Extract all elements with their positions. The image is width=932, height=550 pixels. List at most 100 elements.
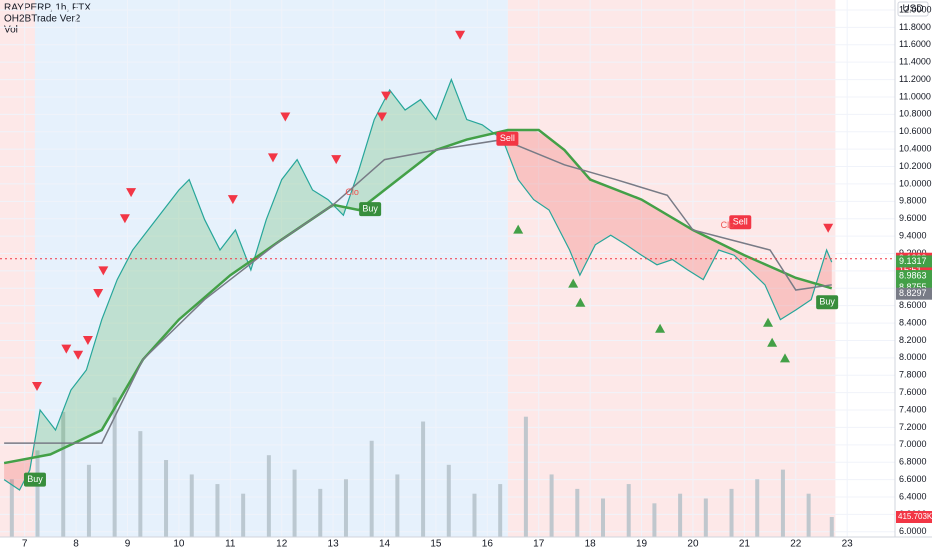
signal-box bbox=[729, 215, 752, 230]
zone bbox=[0, 0, 35, 537]
series-line bbox=[4, 138, 832, 444]
x-tick-label: 17 bbox=[533, 539, 545, 550]
y-tick-label: 9.6000 bbox=[899, 213, 927, 223]
y-tick-label: 9.8000 bbox=[899, 196, 927, 206]
zone bbox=[507, 0, 836, 537]
y-tick-label: 11.8000 bbox=[899, 22, 931, 32]
sell-arrow bbox=[82, 335, 93, 345]
y-tick-label: 11.4000 bbox=[899, 57, 931, 67]
sell-arrow bbox=[93, 289, 104, 299]
sell-arrow bbox=[119, 214, 130, 224]
close-label: Clo bbox=[721, 220, 735, 230]
signal-box bbox=[816, 295, 839, 310]
volume-bar bbox=[755, 479, 760, 537]
trend-fill bbox=[4, 440, 35, 491]
y-tick-label: 8.2000 bbox=[899, 335, 927, 345]
series-line bbox=[3, 77, 833, 491]
x-tick-label: 11 bbox=[225, 539, 236, 550]
signal-label: Sell bbox=[733, 217, 748, 227]
buy-arrow bbox=[655, 323, 666, 333]
volume-name: Vol bbox=[4, 25, 18, 36]
y-tick-label: 10.8000 bbox=[899, 109, 932, 119]
sell-arrow bbox=[32, 382, 43, 392]
x-tick-label: 13 bbox=[328, 539, 340, 550]
volume-bar bbox=[189, 474, 194, 537]
volume-bar bbox=[61, 411, 66, 537]
y-tick-label: 7.6000 bbox=[899, 387, 927, 397]
x-tick-label: 16 bbox=[482, 539, 494, 550]
y-tick-label: 10.0000 bbox=[899, 178, 932, 188]
y-tick-label: 12.0000 bbox=[899, 4, 932, 14]
y-tick-label: 10.2000 bbox=[899, 161, 932, 171]
volume-bar bbox=[523, 416, 528, 537]
price-tag bbox=[896, 287, 932, 300]
price-tag bbox=[896, 255, 932, 268]
x-tick-label: 18 bbox=[585, 539, 597, 550]
signal-box bbox=[23, 472, 46, 487]
volume-bar bbox=[652, 503, 657, 537]
volume-bar bbox=[318, 488, 323, 537]
volume-bar bbox=[829, 516, 834, 537]
sell-arrow bbox=[126, 188, 137, 198]
signal-box bbox=[496, 131, 519, 146]
y-tick-label: 10.4000 bbox=[899, 144, 932, 154]
sell-arrow bbox=[73, 350, 84, 360]
y-tick-label: 8.4000 bbox=[899, 317, 927, 327]
volume-bar bbox=[549, 474, 554, 537]
x-tick-label: 8 bbox=[73, 539, 79, 550]
x-tick-label: 23 bbox=[842, 539, 854, 550]
signal-label: Buy bbox=[362, 204, 378, 214]
signal-label: Buy bbox=[27, 474, 43, 484]
y-tick-label: 11.2000 bbox=[899, 74, 931, 84]
y-tick-label: 11.0000 bbox=[899, 91, 931, 101]
volume-bar bbox=[780, 469, 785, 537]
price-tag-label: 8.8297 bbox=[899, 288, 927, 298]
volume-bar bbox=[112, 397, 117, 537]
x-tick-label: 9 bbox=[125, 539, 131, 550]
buy-arrow bbox=[513, 224, 524, 234]
volume-bar bbox=[421, 421, 426, 537]
volume-bar bbox=[369, 440, 374, 537]
x-tick-label: 22 bbox=[790, 539, 802, 550]
y-tick-label: 6.6000 bbox=[899, 474, 927, 484]
buy-arrow bbox=[575, 297, 586, 307]
volume-bar bbox=[35, 450, 40, 537]
close-label: Clo bbox=[345, 187, 359, 197]
sell-arrow bbox=[823, 223, 834, 233]
x-tick-label: 12 bbox=[276, 539, 288, 550]
x-tick-label: 10 bbox=[173, 539, 185, 550]
signal-label: Sell bbox=[500, 133, 515, 143]
volume-bar bbox=[241, 493, 246, 537]
y-tick-label: 6.0000 bbox=[899, 526, 927, 536]
sell-arrow bbox=[280, 112, 291, 122]
x-tick-label: 19 bbox=[636, 539, 648, 550]
currency[interactable]: USD bbox=[902, 4, 923, 15]
y-tick-label: 6.8000 bbox=[899, 457, 927, 467]
trend-fill bbox=[34, 79, 508, 458]
y-tick-label: 7.8000 bbox=[899, 370, 927, 380]
signal-box bbox=[359, 202, 382, 217]
sell-arrow bbox=[61, 344, 72, 354]
volume-bar bbox=[729, 488, 734, 537]
volume-bar bbox=[164, 460, 169, 537]
x-tick-label: 15 bbox=[430, 539, 442, 550]
price-tag bbox=[896, 270, 932, 283]
volume-bar bbox=[703, 498, 708, 537]
sell-arrow bbox=[455, 30, 466, 40]
volume-bar bbox=[395, 474, 400, 537]
x-tick-label: 20 bbox=[687, 539, 699, 550]
price-tag-label: 8.8755 bbox=[899, 282, 927, 292]
volume-bar bbox=[626, 484, 631, 537]
volume-tag bbox=[896, 510, 932, 523]
x-tick-label: 14 bbox=[379, 539, 391, 550]
y-tick-label: 6.4000 bbox=[899, 491, 927, 501]
currency-box[interactable] bbox=[897, 1, 929, 17]
buy-arrow bbox=[779, 353, 790, 363]
y-tick-label: 9.4000 bbox=[899, 230, 927, 240]
sell-arrow bbox=[381, 91, 392, 101]
price-tag-label: 9.1317 bbox=[899, 256, 927, 266]
volume-bar bbox=[292, 469, 297, 537]
sell-arrow bbox=[376, 112, 387, 122]
volume-bar bbox=[86, 464, 91, 537]
volume-bar bbox=[215, 484, 220, 537]
